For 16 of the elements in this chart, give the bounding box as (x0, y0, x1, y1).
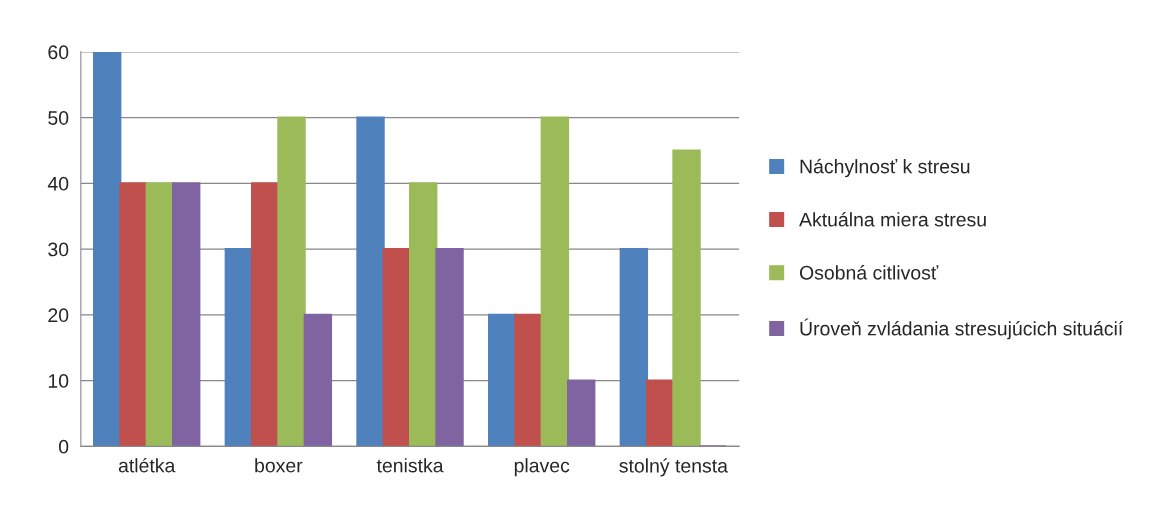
y-tick-label: 60 (48, 45, 69, 60)
legend-label: Osobná citlivosť (799, 265, 939, 280)
x-tick-label: tenistka (376, 458, 444, 473)
x-tick-label: stolný tensta (619, 458, 728, 477)
y-tick-label: 10 (48, 374, 69, 388)
x-tick-label: plavec (514, 458, 570, 477)
legend-label: Náchylnosť k stresu (800, 158, 970, 178)
y-tick-label: 20 (48, 308, 69, 323)
y-tick-label: 0 (58, 439, 69, 454)
x-tick-label: atlétka (118, 457, 176, 473)
y-tick-label: 40 (47, 176, 69, 191)
x-tick-label: boxer (255, 458, 303, 473)
legend-label: Úroveň zvládania stresujúcich situácií (800, 318, 1124, 340)
y-tick-label: 30 (48, 242, 69, 257)
y-tick-label: 50 (48, 111, 69, 125)
legend-label: Aktuálna miera stresu (799, 211, 986, 227)
